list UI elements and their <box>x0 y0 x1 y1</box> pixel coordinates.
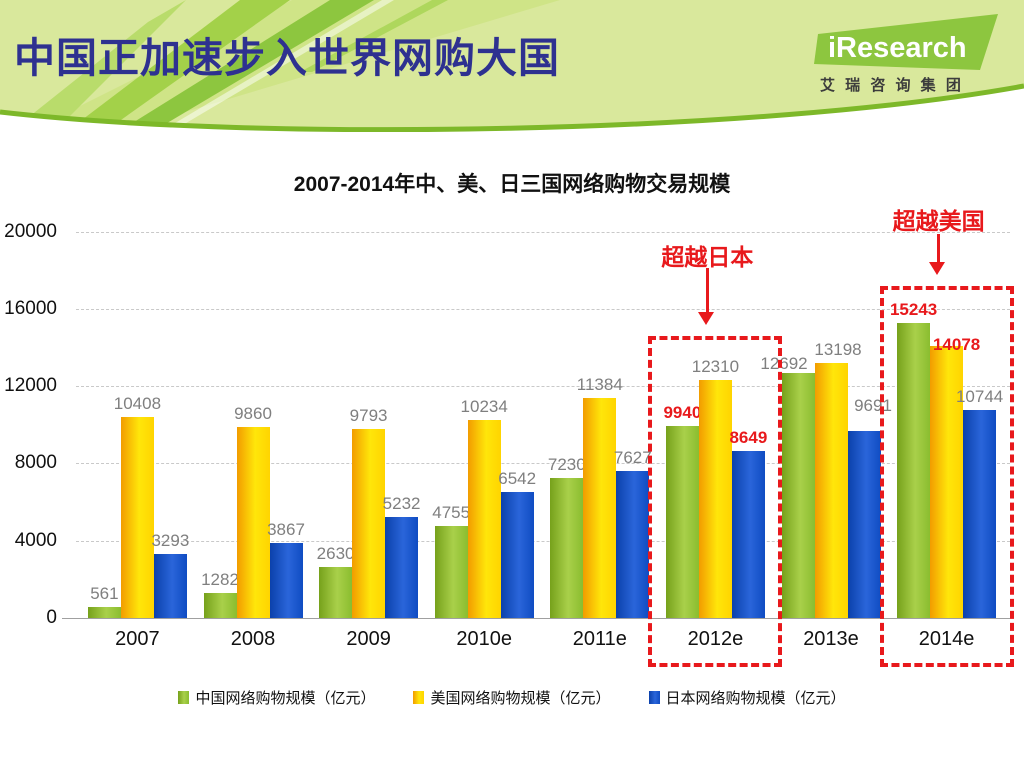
gridline-8000 <box>76 463 1010 465</box>
iresearch-logo: iResearch 艾 瑞 咨 询 集 团 <box>808 12 1008 108</box>
value-label-china-2012e: 9940 <box>663 402 702 422</box>
gridline-20000 <box>76 231 1010 233</box>
bar-usa-2010e <box>467 420 501 618</box>
value-label-japan-2007: 3293 <box>151 531 190 551</box>
annotation-label-1: 超越日本 <box>661 244 754 270</box>
y-axis-label-16000: 16000 <box>4 297 57 319</box>
y-axis-label-4000: 4000 <box>14 529 57 551</box>
value-label-usa-2013e: 13198 <box>814 339 862 359</box>
x-axis-label-2012e: 2012e <box>687 628 744 650</box>
bar-usa-2013e <box>814 362 848 618</box>
bar-china-2011e <box>550 478 584 618</box>
value-label-usa-2012e: 12310 <box>691 357 740 377</box>
bar-japan-2014e <box>963 410 997 618</box>
slide-title: 中国正加速步入世界网购大国 <box>14 35 560 81</box>
logo-subtitle: 艾 瑞 咨 询 集 团 <box>820 77 964 94</box>
legend-label-japan: 日本网络购物规模（亿元） <box>665 690 846 707</box>
highlight-box-2012e <box>648 336 783 667</box>
annotation-arrow-head-2 <box>929 262 946 275</box>
bar-japan-2013e <box>847 430 881 618</box>
bar-usa-2008 <box>236 427 270 618</box>
value-label-usa-2010e: 10234 <box>460 397 508 417</box>
legend-item-japan: 日本网络购物规模（亿元） <box>648 687 846 708</box>
value-label-japan-2014e: 10744 <box>955 387 1004 407</box>
x-axis-label-2009: 2009 <box>346 628 391 650</box>
bar-china-2009 <box>319 567 353 618</box>
value-label-usa-2011e: 11384 <box>576 375 623 394</box>
legend-swatch-china <box>178 691 190 704</box>
bar-japan-2011e <box>616 470 650 618</box>
bar-china-2007 <box>87 607 121 618</box>
legend-label-usa: 美国网络购物规模（亿元） <box>430 690 611 707</box>
bar-china-2013e <box>781 372 815 618</box>
bar-usa-2012e <box>698 380 732 618</box>
y-axis-label-8000: 8000 <box>14 452 57 474</box>
annotation-arrow-head-1 <box>697 312 714 325</box>
value-label-china-2011e: 7230 <box>547 455 586 475</box>
bar-japan-2012e <box>731 450 765 618</box>
value-label-china-2007: 561 <box>90 584 119 604</box>
value-label-china-2008: 1282 <box>201 570 239 590</box>
value-label-china-2009: 2630 <box>316 544 355 564</box>
bar-china-2008 <box>203 593 237 618</box>
highlight-box-2014e <box>879 286 1014 667</box>
legend-label-china: 中国网络购物规模（亿元） <box>195 690 376 707</box>
annotation-arrow-line-2 <box>937 234 941 262</box>
legend-item-china: 中国网络购物规模（亿元） <box>178 687 375 708</box>
value-label-china-2013e: 12692 <box>760 353 808 373</box>
bar-china-2014e <box>897 323 931 618</box>
annotation-label-2: 超越美国 <box>892 208 985 234</box>
bar-usa-2011e <box>583 398 617 618</box>
gridline-12000 <box>76 386 1010 388</box>
value-label-china-2014e: 15243 <box>889 300 938 320</box>
x-axis-label-2013e: 2013e <box>803 628 859 650</box>
logo-brand-text: iResearch <box>828 32 967 64</box>
bar-japan-2008 <box>269 543 303 618</box>
y-axis-label-20000: 20000 <box>4 220 57 242</box>
chart-legend: 中国网络购物规模（亿元） 美国网络购物规模（亿元） 日本网络购物规模（亿元） <box>0 687 1024 708</box>
header-banner: 中国正加速步入世界网购大国 iResearch 艾 瑞 咨 询 集 团 <box>0 0 1024 133</box>
value-label-usa-2008: 9860 <box>234 404 272 424</box>
bar-japan-2007 <box>153 554 187 618</box>
header-decoration <box>0 0 1024 133</box>
value-label-usa-2009: 9793 <box>349 405 388 425</box>
y-axis-label-0: 0 <box>46 607 57 628</box>
bar-japan-2010e <box>500 491 534 618</box>
value-label-china-2010e: 4755 <box>432 503 471 523</box>
annotation-arrow-line-1 <box>705 268 709 312</box>
x-axis-label-2014e: 2014e <box>918 628 975 650</box>
x-axis-label-2010e: 2010e <box>456 628 512 650</box>
legend-swatch-japan <box>648 691 660 704</box>
grass-stripes-decoration <box>10 0 560 130</box>
iresearch-logo-banner: iResearch <box>814 14 998 70</box>
value-label-japan-2012e: 8649 <box>729 427 768 447</box>
bar-china-2010e <box>434 526 468 618</box>
x-axis-line <box>62 618 1010 619</box>
value-label-japan-2010e: 6542 <box>498 468 537 488</box>
legend-swatch-usa <box>413 691 425 704</box>
bar-japan-2009 <box>385 516 419 618</box>
gridline-16000 <box>76 308 1010 310</box>
bar-usa-2007 <box>120 416 154 618</box>
value-label-japan-2011e: 7627 <box>613 447 652 467</box>
value-label-japan-2009: 5232 <box>382 493 421 513</box>
gridline-4000 <box>76 540 1010 542</box>
legend-item-usa: 美国网络购物规模（亿元） <box>413 687 611 708</box>
value-label-japan-2008: 3867 <box>267 520 305 540</box>
bar-usa-2009 <box>352 428 386 618</box>
value-label-usa-2014e: 14078 <box>932 334 981 354</box>
x-axis-label-2011e: 2011e <box>572 628 627 650</box>
y-axis-label-12000: 12000 <box>4 375 57 397</box>
bar-usa-2014e <box>930 345 964 618</box>
value-label-usa-2007: 10408 <box>113 393 162 413</box>
x-axis-label-2007: 2007 <box>115 628 160 650</box>
bar-china-2012e <box>665 425 699 618</box>
x-axis-label-2008: 2008 <box>230 628 276 650</box>
chart-title: 2007-2014年中、美、日三国网络购物交易规模 <box>293 173 731 196</box>
